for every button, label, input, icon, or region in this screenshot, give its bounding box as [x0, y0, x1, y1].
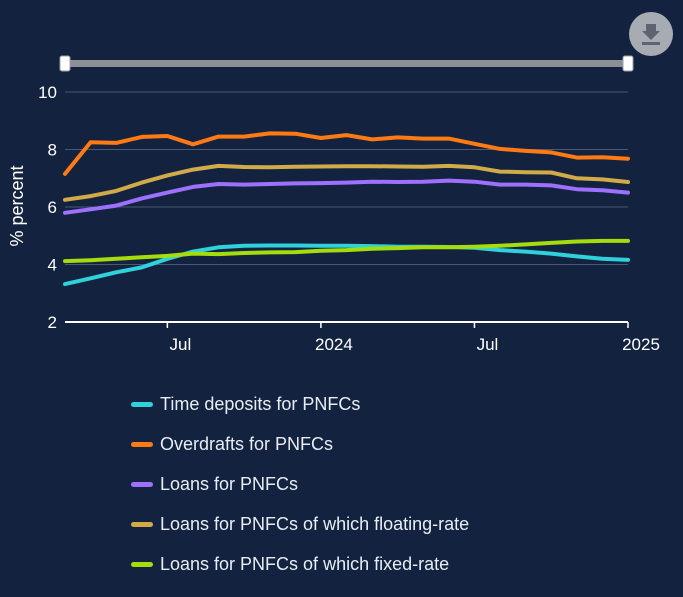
series-line-2 [63, 178, 630, 215]
legend-label: Overdrafts for PNFCs [160, 433, 334, 454]
navigator-left-handle[interactable] [59, 55, 71, 72]
x-tick-label: Jul [169, 335, 191, 354]
x-axis: Jul 2024 Jul 2025 [65, 321, 660, 354]
y-axis-ticks: 2 4 6 8 10 [38, 83, 57, 332]
legend-label: Loans for PNFCs of which fixed-rate [160, 553, 450, 574]
legend-label: Loans for PNFCs [160, 473, 299, 494]
legend-label: Time deposits for PNFCs [160, 393, 361, 414]
y-tick-label: 8 [48, 141, 57, 160]
y-tick-label: 10 [38, 83, 57, 102]
range-navigator[interactable] [59, 55, 634, 72]
legend-item-3[interactable]: Loans for PNFCs of which floating-rate [131, 504, 469, 544]
legend-item-2[interactable]: Loans for PNFCs [131, 464, 469, 504]
x-tick-label: Jul [477, 335, 499, 354]
line-chart: 2 4 6 8 10 Jul 2024 Jul 2025 % percent [7, 55, 660, 354]
navigator-right-handle[interactable] [622, 55, 634, 72]
y-tick-label: 4 [48, 256, 57, 275]
legend-item-1[interactable]: Overdrafts for PNFCs [131, 424, 469, 464]
series-line-0 [63, 243, 630, 287]
series-lines [63, 131, 630, 287]
legend-swatch [131, 441, 153, 447]
chart-legend: Time deposits for PNFCs Overdrafts for PN… [131, 384, 469, 584]
series-line-1 [63, 131, 630, 176]
legend-swatch [131, 521, 153, 527]
grid-lines [65, 91, 628, 265]
legend-swatch [131, 401, 153, 407]
y-tick-label: 2 [48, 313, 57, 332]
legend-swatch [131, 561, 153, 567]
legend-label: Loans for PNFCs of which floating-rate [160, 513, 470, 534]
y-tick-label: 6 [48, 198, 57, 217]
legend-swatch [131, 481, 153, 487]
download-icon [642, 24, 660, 45]
navigator-track[interactable] [65, 60, 628, 67]
legend-item-4[interactable]: Loans for PNFCs of which fixed-rate [131, 544, 469, 584]
x-tick-label: 2024 [315, 335, 353, 354]
x-tick-label: 2025 [622, 335, 660, 354]
legend-item-0[interactable]: Time deposits for PNFCs [131, 384, 469, 424]
series-line-4 [63, 238, 630, 264]
download-button[interactable] [629, 12, 673, 56]
series-line-3 [63, 163, 630, 202]
y-axis-label: % percent [7, 165, 27, 246]
